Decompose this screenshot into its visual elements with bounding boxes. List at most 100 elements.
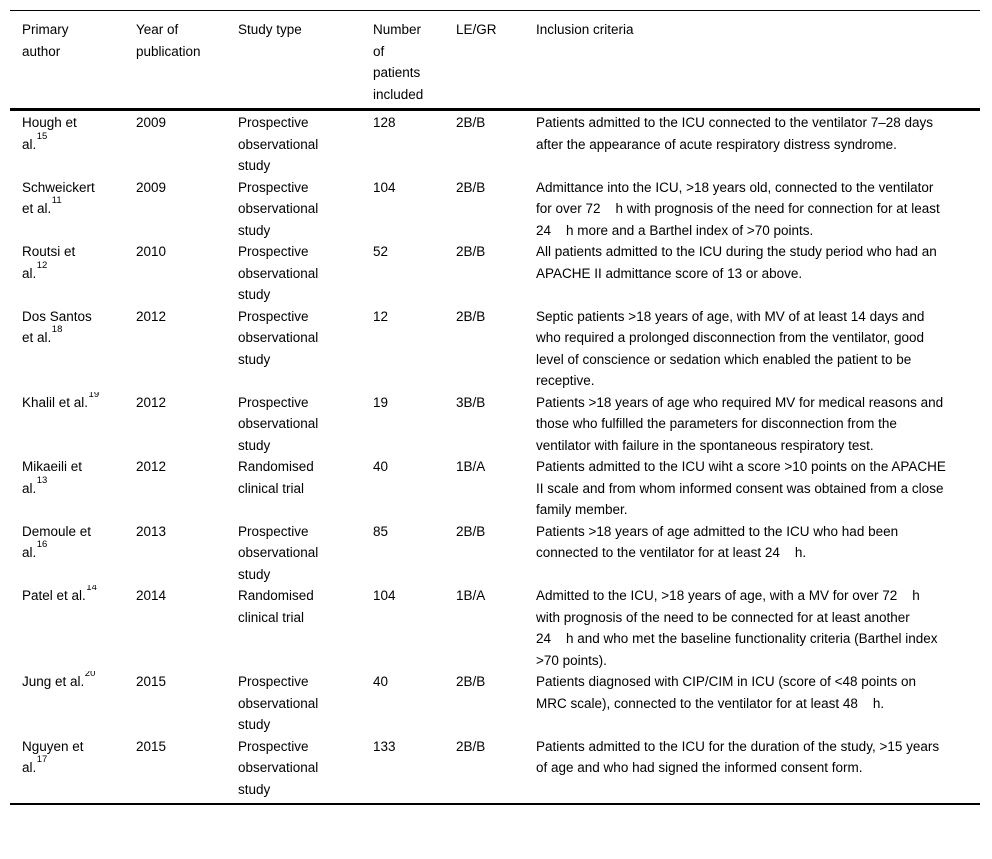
study-type-cell: Prospective observational study — [238, 394, 319, 453]
author-cell: Patel et al.14 — [10, 585, 136, 671]
table-row: Nguyen et al.17 2015 Prospective observa… — [10, 736, 980, 805]
legr-cell: 2B/B — [456, 674, 486, 689]
patients-cell: 85 — [373, 523, 389, 539]
reference-number: 20 — [84, 671, 96, 679]
legr-cell: 2B/B — [456, 738, 486, 754]
year-cell: 2010 — [136, 244, 167, 259]
reference-number: 16 — [36, 539, 48, 550]
reference-number: 13 — [36, 474, 48, 486]
study-type-cell: Prospective observational study — [238, 115, 319, 173]
patients-cell: 40 — [373, 459, 389, 474]
reference-number: 18 — [51, 324, 63, 335]
legr-cell: 2B/B — [456, 179, 486, 195]
year-cell: 2009 — [136, 115, 167, 130]
table-row: Jung et al.20 2015 Prospective observati… — [10, 671, 980, 736]
criteria-cell: Patients >18 years of age who required M… — [536, 394, 944, 453]
study-type-cell: Prospective observational study — [238, 308, 319, 367]
table-row: Dos Santos et al.18 2012 Prospective obs… — [10, 306, 980, 392]
reference-number: 11 — [51, 195, 62, 206]
reference-number: 19 — [88, 391, 100, 400]
col-header-patients: Number of patients included — [373, 10, 456, 111]
header-row: Primary author Year of publication Study… — [10, 10, 980, 111]
author-name: Patel et al. — [22, 588, 86, 603]
studies-table: Primary author Year of publication Study… — [10, 10, 980, 805]
table-row: Khalil et al.19 2012 Prospective observa… — [10, 392, 980, 457]
criteria-cell: Patients >18 years of age admitted to th… — [536, 523, 899, 561]
study-type-cell: Prospective observational study — [238, 523, 319, 582]
col-header-year: Year of publication — [136, 10, 238, 111]
criteria-cell: Patients admitted to the ICU wiht a scor… — [536, 459, 946, 517]
table-row: Patel et al.14 2014 Randomised clinical … — [10, 585, 980, 671]
author-cell: Routsi et al.12 — [10, 241, 136, 306]
legr-cell: 2B/B — [456, 115, 486, 130]
col-header-inclusion-criteria: Inclusion criteria — [536, 10, 980, 111]
year-cell: 2015 — [136, 738, 167, 754]
legr-cell: 1B/A — [456, 588, 486, 603]
legr-cell: 2B/B — [456, 308, 486, 324]
study-type-cell: Prospective observational study — [238, 738, 319, 797]
col-header-study-type: Study type — [238, 10, 373, 111]
author-cell: Khalil et al.19 — [10, 392, 136, 457]
year-cell: 2012 — [136, 394, 167, 410]
patients-cell: 104 — [373, 588, 396, 603]
year-cell: 2012 — [136, 459, 167, 474]
legr-cell: 3B/B — [456, 394, 486, 410]
reference-number: 15 — [36, 130, 48, 142]
criteria-cell: Patients diagnosed with CIP/CIM in ICU (… — [536, 674, 917, 711]
author-name: Routsi et al. — [22, 244, 76, 281]
reference-number: 12 — [36, 259, 48, 271]
criteria-cell: Admittance into the ICU, >18 years old, … — [536, 179, 940, 238]
author-cell: Dos Santos et al.18 — [10, 306, 136, 392]
table-row: Routsi et al.12 2010 Prospective observa… — [10, 241, 980, 306]
patients-cell: 19 — [373, 394, 389, 410]
criteria-cell: Septic patients >18 years of age, with M… — [536, 308, 925, 389]
table-row: Mikaeili et al.13 2012 Randomised clinic… — [10, 456, 980, 521]
year-cell: 2013 — [136, 523, 167, 539]
author-name: Jung et al. — [22, 674, 85, 689]
author-name: Hough et al. — [22, 115, 77, 152]
criteria-cell: Admitted to the ICU, >18 years of age, w… — [536, 588, 938, 668]
study-type-cell: Prospective observational study — [238, 674, 319, 732]
year-cell: 2014 — [136, 588, 167, 603]
study-type-cell: Randomised clinical trial — [238, 459, 314, 496]
reference-number: 14 — [86, 585, 97, 593]
author-cell: Demoule et al.16 — [10, 521, 136, 586]
studies-table-container: Primary author Year of publication Study… — [10, 10, 980, 805]
year-cell: 2009 — [136, 179, 167, 195]
table-row: Hough et al.15 2009 Prospective observat… — [10, 110, 980, 177]
author-cell: Mikaeili et al.13 — [10, 456, 136, 521]
legr-cell: 2B/B — [456, 523, 486, 539]
study-type-cell: Prospective observational study — [238, 244, 319, 302]
patients-cell: 12 — [373, 308, 389, 324]
patients-cell: 128 — [373, 115, 396, 130]
col-header-legr: LE/GR — [456, 10, 536, 111]
criteria-cell: Patients admitted to the ICU connected t… — [536, 115, 933, 152]
table-body: Hough et al.15 2009 Prospective observat… — [10, 110, 980, 805]
author-name: Nguyen et al. — [22, 738, 84, 776]
table-row: Demoule et al.16 2013 Prospective observ… — [10, 521, 980, 586]
study-type-cell: Randomised clinical trial — [238, 588, 314, 625]
author-name: Dos Santos et al. — [22, 308, 92, 346]
author-name: Schweickert et al. — [22, 179, 95, 217]
table-header: Primary author Year of publication Study… — [10, 10, 980, 111]
legr-cell: 1B/A — [456, 459, 486, 474]
author-cell: Schweickert et al.11 — [10, 177, 136, 242]
reference-number: 17 — [36, 754, 48, 765]
patients-cell: 133 — [373, 738, 396, 754]
author-name: Khalil et al. — [22, 394, 89, 410]
study-type-cell: Prospective observational study — [238, 179, 319, 238]
author-name: Mikaeili et al. — [22, 459, 83, 496]
criteria-cell: Patients admitted to the ICU for the dur… — [536, 738, 940, 776]
patients-cell: 52 — [373, 244, 389, 259]
patients-cell: 104 — [373, 179, 396, 195]
author-cell: Nguyen et al.17 — [10, 736, 136, 805]
author-name: Demoule et al. — [22, 523, 92, 561]
year-cell: 2012 — [136, 308, 167, 324]
table-row: Schweickert et al.11 2009 Prospective ob… — [10, 177, 980, 242]
year-cell: 2015 — [136, 674, 167, 689]
author-cell: Hough et al.15 — [10, 110, 136, 177]
legr-cell: 2B/B — [456, 244, 486, 259]
author-cell: Jung et al.20 — [10, 671, 136, 736]
patients-cell: 40 — [373, 674, 389, 689]
criteria-cell: All patients admitted to the ICU during … — [536, 244, 937, 281]
